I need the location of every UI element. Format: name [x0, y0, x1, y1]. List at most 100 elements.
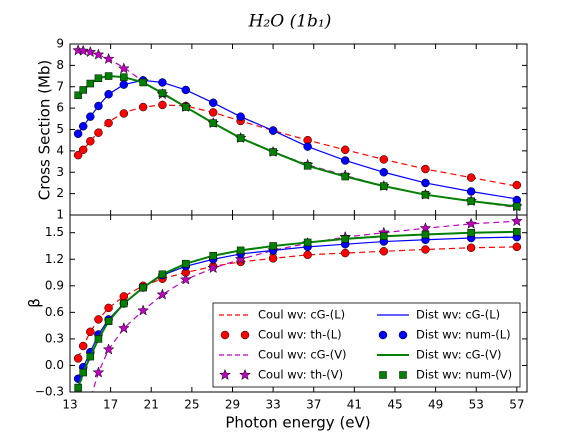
marker-square [341, 235, 349, 243]
marker-circle [94, 128, 103, 137]
y-tick-label: 0.0 [45, 358, 64, 372]
marker-circle [340, 145, 350, 155]
marker-square [303, 162, 312, 170]
legend-swatch [399, 371, 407, 379]
marker-star [117, 62, 130, 74]
legend-swatch [220, 330, 230, 340]
marker-star [102, 343, 115, 355]
marker-circle [512, 242, 522, 252]
marker-circle [94, 101, 103, 111]
marker-square [209, 119, 217, 127]
legend-box [212, 302, 521, 388]
y-tick-label: 1.2 [45, 252, 64, 266]
legend-label: Coul wv: cG-(V) [258, 348, 347, 362]
marker-square [120, 299, 128, 308]
marker-star [92, 366, 105, 378]
marker-star [207, 261, 220, 274]
marker-square [120, 73, 128, 81]
marker-square [94, 74, 103, 82]
marker-circle [379, 247, 389, 256]
marker-square [269, 242, 277, 250]
marker-square [94, 335, 103, 343]
marker-circle [303, 250, 312, 260]
y-tick-label: 4 [56, 143, 64, 157]
marker-circle [104, 118, 113, 128]
x-tick-label: 21 [144, 398, 159, 412]
marker-square [513, 228, 521, 236]
marker-circle [119, 292, 129, 301]
marker-square [380, 182, 388, 190]
x-tick-label: 29 [225, 398, 240, 412]
plot-area [73, 215, 523, 392]
x-axis-label: Photon energy (eV) [225, 414, 370, 432]
marker-circle [208, 98, 218, 108]
marker-square [341, 172, 349, 181]
marker-circle [86, 137, 95, 146]
marker-star [419, 222, 432, 234]
y-tick-label: 1.5 [45, 225, 64, 239]
x-tick-label: 37 [306, 398, 321, 412]
marker-star [179, 273, 192, 285]
marker-square [421, 230, 430, 239]
marker-square [182, 103, 190, 111]
marker-square [158, 89, 167, 97]
marker-square [182, 259, 190, 268]
legend-swatch [240, 330, 250, 340]
marker-square [139, 78, 147, 87]
marker-circle [181, 85, 191, 95]
marker-circle [78, 145, 88, 155]
legend-label: Coul wv: th-(V) [258, 368, 343, 382]
marker-square [380, 232, 388, 240]
marker-circle [119, 80, 129, 89]
marker-circle [379, 168, 389, 177]
marker-circle [73, 129, 83, 139]
marker-star [117, 322, 130, 334]
marker-circle [421, 178, 430, 188]
legend-label: Dist wv: num-(V) [416, 368, 512, 382]
marker-circle [303, 142, 312, 151]
y-tick-label: 7 [56, 79, 64, 93]
legend-swatch [239, 368, 251, 381]
marker-star [102, 52, 115, 64]
y-tick-label: 2 [56, 186, 64, 200]
marker-square [86, 352, 95, 361]
marker-circle [512, 180, 522, 190]
series-line [77, 104, 517, 187]
y-tick-label: 8 [56, 58, 64, 72]
marker-circle [466, 173, 476, 182]
legend-label: Coul wv: th-(L) [258, 328, 342, 342]
y-tick-label: 0.3 [45, 331, 64, 345]
marker-circle [268, 126, 278, 135]
x-tick-label: 13 [62, 398, 77, 412]
marker-circle [421, 245, 430, 254]
legend-swatch [398, 330, 408, 340]
marker-square [104, 317, 113, 325]
marker-circle [158, 78, 167, 87]
marker-circle [208, 108, 218, 117]
marker-circle [104, 89, 113, 99]
marker-circle [73, 150, 83, 160]
legend-label: Dist wv: cG-(V) [416, 348, 502, 362]
marker-circle [340, 156, 350, 165]
marker-circle [78, 122, 88, 131]
marker-circle [86, 327, 95, 337]
marker-square [421, 190, 430, 199]
marker-circle [236, 112, 245, 121]
legend-label: Dist wv: cG-(L) [416, 308, 500, 322]
legend-label: Coul wv: cG-(L) [258, 308, 345, 322]
chart-title: H₂O (1b₁) [248, 12, 332, 32]
legend-swatch [379, 371, 387, 379]
marker-circle [119, 109, 129, 118]
marker-circle [138, 102, 148, 112]
marker-circle [158, 100, 167, 110]
marker-square [269, 148, 277, 156]
legend-label: Dist wv: num-(L) [416, 328, 511, 342]
marker-square [303, 238, 312, 247]
x-tick-label: 25 [184, 398, 199, 412]
marker-star [92, 48, 105, 60]
axes-frame [69, 214, 528, 393]
y-tick-label: 0.9 [45, 278, 64, 292]
legend-swatch [378, 330, 388, 340]
marker-square [104, 72, 113, 80]
